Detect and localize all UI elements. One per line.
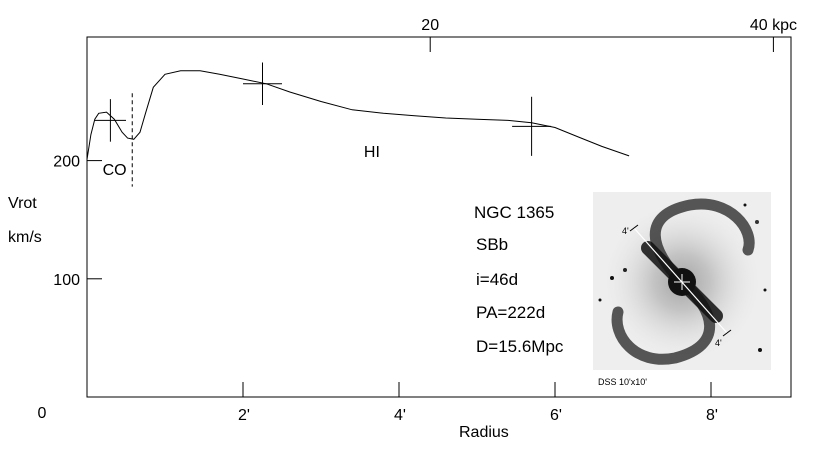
inset-scale-bottom: 4' bbox=[715, 338, 722, 348]
y-axis-label-line2: km/s bbox=[8, 229, 42, 246]
annotation-hi: HI bbox=[364, 144, 380, 161]
inset-caption: DSS 10'x10' bbox=[598, 377, 647, 387]
top-tick-label: 40 kpc bbox=[750, 17, 797, 34]
x-tick-label: 2' bbox=[238, 407, 250, 424]
galaxy-name: NGC 1365 bbox=[474, 203, 554, 222]
rotation-curve-line bbox=[86, 70, 630, 160]
y-tick-label: 0 bbox=[38, 405, 47, 422]
x-tick-label: 8' bbox=[706, 407, 718, 424]
x-axis-label: Radius bbox=[459, 424, 509, 441]
galaxy-distance: D=15.6Mpc bbox=[476, 337, 564, 356]
plot-frame bbox=[86, 36, 792, 398]
galaxy-type: SBb bbox=[476, 235, 508, 254]
y-tick-label: 100 bbox=[53, 272, 80, 289]
annotation-co: CO bbox=[103, 162, 127, 179]
galaxy-inset-image bbox=[593, 192, 771, 370]
axis-ticks bbox=[87, 37, 774, 397]
galaxy-pa: PA=222d bbox=[476, 303, 545, 322]
inset-scale-top: 4' bbox=[622, 226, 629, 236]
galaxy-inclination: i=46d bbox=[476, 270, 518, 289]
error-markers bbox=[94, 62, 552, 156]
x-tick-label: 6' bbox=[550, 407, 562, 424]
axis-tick-labels: 2' 4' 6' 8' 0 100 200 20 40 kpc bbox=[38, 17, 797, 424]
y-axis-label-line1: Vrot bbox=[8, 195, 37, 212]
top-tick-label: 20 bbox=[421, 17, 439, 34]
x-tick-label: 4' bbox=[394, 407, 406, 424]
y-tick-label: 200 bbox=[53, 154, 80, 171]
